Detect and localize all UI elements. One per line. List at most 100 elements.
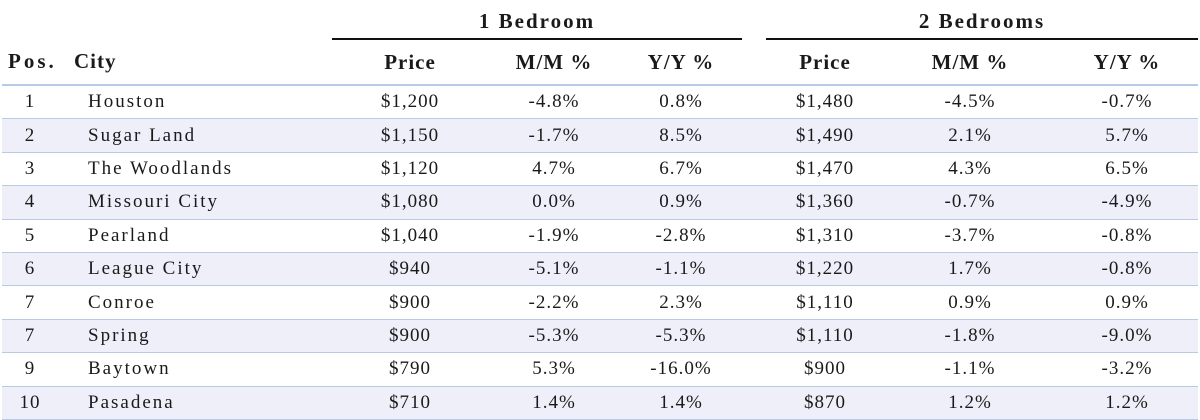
cell-yy-1br: 0.8% bbox=[620, 85, 742, 120]
table-row: 9 Baytown $790 5.3% -16.0% $900 -1.1% -3… bbox=[2, 352, 1198, 387]
cell-gap bbox=[742, 252, 766, 287]
cell-price-1br: $710 bbox=[332, 386, 488, 420]
table-row: 6 League City $940 -5.1% -1.1% $1,220 1.… bbox=[2, 252, 1198, 287]
cell-gap bbox=[742, 285, 766, 320]
cell-gap bbox=[742, 85, 766, 120]
table-row: 3 The Woodlands $1,120 4.7% 6.7% $1,470 … bbox=[2, 152, 1198, 187]
cell-mm-1br: -1.9% bbox=[488, 219, 620, 253]
cell-city: Baytown bbox=[66, 352, 332, 387]
cell-city: Pearland bbox=[66, 219, 332, 253]
table-row: 7 Conroe $900 -2.2% 2.3% $1,110 0.9% 0.9… bbox=[2, 285, 1198, 320]
table-row: 1 Houston $1,200 -4.8% 0.8% $1,480 -4.5%… bbox=[2, 85, 1198, 120]
cell-city: Pasadena bbox=[66, 386, 332, 420]
cell-price-2br: $870 bbox=[766, 386, 884, 420]
cell-yy-2br: 6.5% bbox=[1056, 152, 1198, 187]
cell-price-2br: $1,220 bbox=[766, 252, 884, 287]
cell-mm-2br: 0.9% bbox=[884, 285, 1056, 320]
cell-price-2br: $900 bbox=[766, 352, 884, 387]
column-header-price-2br: Price bbox=[766, 39, 884, 86]
cell-pos: 5 bbox=[2, 219, 66, 253]
cell-pos: 3 bbox=[2, 152, 66, 187]
cell-mm-1br: -2.2% bbox=[488, 285, 620, 320]
cell-mm-2br: 1.7% bbox=[884, 252, 1056, 287]
cell-yy-1br: 6.7% bbox=[620, 152, 742, 187]
cell-yy-1br: -1.1% bbox=[620, 252, 742, 287]
cell-price-2br: $1,480 bbox=[766, 85, 884, 120]
group-header-2-bedrooms: 2 Bedrooms bbox=[766, 0, 1198, 40]
cell-pos: 2 bbox=[2, 118, 66, 153]
cell-pos: 1 bbox=[2, 85, 66, 120]
cell-city: Conroe bbox=[66, 285, 332, 320]
cell-mm-1br: 0.0% bbox=[488, 185, 620, 220]
table-row: 7 Spring $900 -5.3% -5.3% $1,110 -1.8% -… bbox=[2, 319, 1198, 354]
cell-yy-2br: -4.9% bbox=[1056, 185, 1198, 220]
cell-yy-2br: -3.2% bbox=[1056, 352, 1198, 387]
cell-pos: 10 bbox=[2, 386, 66, 420]
cell-mm-2br: -0.7% bbox=[884, 185, 1056, 220]
column-header-yy-1br: Y/Y % bbox=[620, 39, 742, 86]
column-header-mm-1br: M/M % bbox=[488, 39, 620, 86]
group-header-row: 1 Bedroom 2 Bedrooms bbox=[2, 0, 1198, 40]
cell-mm-1br: -1.7% bbox=[488, 118, 620, 153]
table-header: 1 Bedroom 2 Bedrooms Pos. City Price M/M… bbox=[2, 0, 1198, 86]
cell-yy-1br: 1.4% bbox=[620, 386, 742, 420]
cell-city: League City bbox=[66, 252, 332, 287]
column-header-row: Pos. City Price M/M % Y/Y % Price M/M % … bbox=[2, 39, 1198, 86]
cell-gap bbox=[742, 152, 766, 187]
cell-price-1br: $900 bbox=[332, 285, 488, 320]
cell-pos: 6 bbox=[2, 252, 66, 287]
cell-city: Sugar Land bbox=[66, 118, 332, 153]
group-header-1-bedroom: 1 Bedroom bbox=[332, 0, 742, 40]
column-header-pos: Pos. bbox=[2, 39, 66, 86]
cell-mm-2br: -4.5% bbox=[884, 85, 1056, 120]
cell-price-1br: $900 bbox=[332, 319, 488, 354]
cell-price-2br: $1,490 bbox=[766, 118, 884, 153]
cell-yy-2br: -0.8% bbox=[1056, 219, 1198, 253]
column-header-gap bbox=[742, 39, 766, 86]
cell-gap bbox=[742, 219, 766, 253]
cell-city: The Woodlands bbox=[66, 152, 332, 187]
cell-price-2br: $1,310 bbox=[766, 219, 884, 253]
cell-yy-1br: -16.0% bbox=[620, 352, 742, 387]
cell-gap bbox=[742, 386, 766, 420]
cell-mm-1br: 4.7% bbox=[488, 152, 620, 187]
cell-gap bbox=[742, 185, 766, 220]
cell-yy-2br: 1.2% bbox=[1056, 386, 1198, 420]
cell-price-2br: $1,110 bbox=[766, 319, 884, 354]
cell-mm-2br: -1.8% bbox=[884, 319, 1056, 354]
cell-pos: 7 bbox=[2, 319, 66, 354]
cell-yy-2br: 5.7% bbox=[1056, 118, 1198, 153]
cell-yy-2br: 0.9% bbox=[1056, 285, 1198, 320]
cell-pos: 4 bbox=[2, 185, 66, 220]
table-row: 10 Pasadena $710 1.4% 1.4% $870 1.2% 1.2… bbox=[2, 386, 1198, 420]
column-header-yy-2br: Y/Y % bbox=[1056, 39, 1198, 86]
cell-price-1br: $1,120 bbox=[332, 152, 488, 187]
cell-mm-2br: -3.7% bbox=[884, 219, 1056, 253]
cell-price-1br: $1,150 bbox=[332, 118, 488, 153]
cell-mm-1br: -5.3% bbox=[488, 319, 620, 354]
column-header-mm-2br: M/M % bbox=[884, 39, 1056, 86]
cell-city: Houston bbox=[66, 85, 332, 120]
cell-yy-1br: -5.3% bbox=[620, 319, 742, 354]
cell-mm-2br: 1.2% bbox=[884, 386, 1056, 420]
cell-yy-2br: -9.0% bbox=[1056, 319, 1198, 354]
cell-city: Missouri City bbox=[66, 185, 332, 220]
cell-mm-1br: 5.3% bbox=[488, 352, 620, 387]
cell-price-2br: $1,360 bbox=[766, 185, 884, 220]
group-header-gap bbox=[742, 0, 766, 39]
cell-price-1br: $1,200 bbox=[332, 85, 488, 120]
cell-yy-1br: 2.3% bbox=[620, 285, 742, 320]
column-header-price-1br: Price bbox=[332, 39, 488, 86]
cell-mm-2br: 4.3% bbox=[884, 152, 1056, 187]
cell-yy-1br: 8.5% bbox=[620, 118, 742, 153]
cell-price-1br: $1,040 bbox=[332, 219, 488, 253]
table-row: 4 Missouri City $1,080 0.0% 0.9% $1,360 … bbox=[2, 185, 1198, 220]
table-row: 2 Sugar Land $1,150 -1.7% 8.5% $1,490 2.… bbox=[2, 118, 1198, 153]
cell-yy-1br: 0.9% bbox=[620, 185, 742, 220]
cell-yy-1br: -2.8% bbox=[620, 219, 742, 253]
cell-price-2br: $1,110 bbox=[766, 285, 884, 320]
cell-mm-2br: -1.1% bbox=[884, 352, 1056, 387]
table-body: 1 Houston $1,200 -4.8% 0.8% $1,480 -4.5%… bbox=[2, 85, 1198, 420]
cell-city: Spring bbox=[66, 319, 332, 354]
